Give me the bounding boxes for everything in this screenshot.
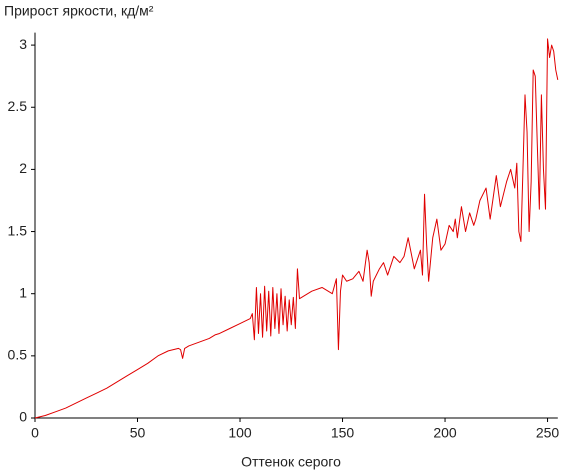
y-tick-label: 0 bbox=[19, 409, 27, 425]
x-tick-label: 200 bbox=[433, 425, 457, 441]
x-tick-label: 250 bbox=[536, 425, 560, 441]
x-tick-label: 50 bbox=[130, 425, 146, 441]
data-line bbox=[34, 38, 559, 419]
y-tick-label: 3 bbox=[19, 36, 27, 52]
x-axis-label: Оттенок серого bbox=[241, 454, 341, 470]
x-tick-label: 0 bbox=[31, 425, 39, 441]
y-tick-label: 0.5 bbox=[8, 347, 28, 363]
x-tick-label: 100 bbox=[228, 425, 252, 441]
x-tick-label: 150 bbox=[331, 425, 355, 441]
y-tick-label: 1.5 bbox=[8, 222, 28, 238]
chart-title: Прирост яркости, кд/м² bbox=[4, 3, 154, 19]
y-tick-label: 2 bbox=[19, 160, 27, 176]
y-tick-label: 1 bbox=[19, 284, 27, 300]
y-tick-label: 2.5 bbox=[8, 98, 28, 114]
